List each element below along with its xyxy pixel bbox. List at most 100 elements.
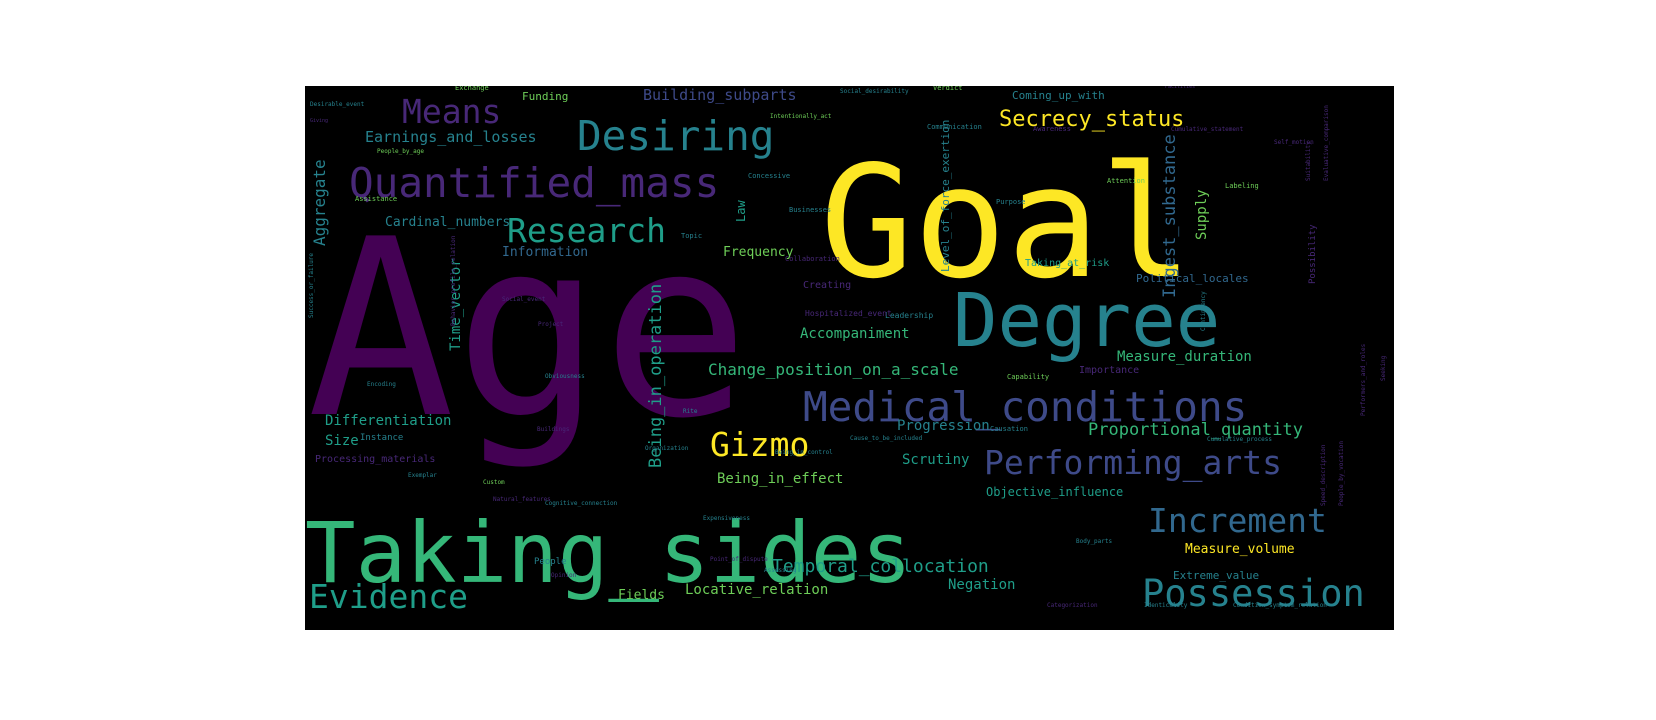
- word-desiring: Desiring: [577, 112, 774, 160]
- word-means: Means: [402, 92, 501, 131]
- word-people-by-vocation: People_by_vocation: [1338, 441, 1345, 506]
- word-rite: Rite: [683, 408, 698, 415]
- word-temporal-collocation: Temporal_collocation: [772, 556, 989, 577]
- word-being-in-control: Being_in_control: [775, 449, 833, 456]
- word-scrutiny: Scrutiny: [902, 452, 969, 468]
- word-degree: Degree: [953, 278, 1220, 364]
- word-importance: Importance: [1079, 365, 1139, 376]
- word-intentionally-act: Intentionally_act: [770, 113, 832, 120]
- word-cognitive-connection: Cognitive_connection: [545, 500, 618, 507]
- word-people: People: [534, 557, 567, 567]
- word-ingest-substance: Ingest_substance: [1160, 134, 1180, 298]
- word-capability: Capability: [1007, 373, 1049, 381]
- word-buildings: Buildings: [537, 426, 570, 433]
- word-medical-conditions: Medical_conditions: [803, 383, 1247, 431]
- word-negation: Negation: [948, 577, 1015, 593]
- word-cardinal-numbers: Cardinal_numbers: [385, 215, 510, 230]
- word-obviousness: Obviousness: [545, 373, 585, 380]
- word-processing-materials: Processing_materials: [315, 454, 435, 465]
- word-performing-arts: Performing_arts: [984, 443, 1282, 483]
- word-cumulative-process: Cumulative_process: [1207, 436, 1272, 443]
- word-desirable-event: Desirable_event: [310, 101, 365, 108]
- word-evidence: Evidence: [309, 577, 468, 616]
- word-labeling: Labeling: [1225, 182, 1259, 190]
- word-cloud-canvas: Age Goal Taking_sides Degree Medical_conditi…: [305, 86, 1387, 616]
- word-extreme-value: Extreme_value: [1173, 569, 1259, 582]
- word-communication: Communication: [927, 123, 982, 131]
- word-assessing: Assessing: [764, 567, 797, 574]
- word-change-position-on-a-scale: Change_position_on_a_scale: [708, 360, 958, 379]
- word-social-desirability: Social_desirability: [840, 88, 909, 95]
- word-being-in-effect: Being_in_effect: [717, 471, 843, 487]
- word-concessive: Concessive: [748, 172, 790, 180]
- word-differentiation: Differentiation: [325, 413, 451, 429]
- word-performers-and-roles: Performers_and_roles: [1360, 343, 1367, 416]
- word-possession: Possession: [1142, 572, 1365, 615]
- word-organization: Organization: [645, 445, 689, 452]
- word-being-in-operation: Being_in_operation: [646, 284, 666, 468]
- word-speed-description: Speed_description: [1320, 444, 1327, 506]
- word-measure-duration: Measure_duration: [1117, 349, 1252, 365]
- word-frequency: Frequency: [723, 245, 794, 260]
- word-objective-influence: Objective_influence: [986, 485, 1123, 499]
- word-fields: Fields: [618, 588, 665, 603]
- word-level-of-force-exertion: Level_of_force_exertion: [939, 120, 952, 272]
- word-leadership: Leadership: [885, 311, 933, 320]
- word-self-motion: Self_motion: [1274, 139, 1314, 146]
- word-body-parts: Body_parts: [1076, 538, 1113, 545]
- word-custom: Custom: [483, 479, 505, 486]
- word-awareness: Awareness: [1033, 125, 1071, 133]
- word-secrecy-status: Secrecy_status: [999, 107, 1184, 132]
- word-expensiveness: Expensiveness: [703, 515, 750, 522]
- word-locative-relation: Locative_relation: [685, 582, 828, 598]
- word-research: Research: [507, 211, 666, 250]
- word-supply: Supply: [1194, 189, 1210, 240]
- word-creating: Creating: [803, 280, 851, 291]
- word-exchange: Exchange: [455, 86, 489, 92]
- word-evaluative-comparison: Evaluative_comparison: [1323, 105, 1330, 181]
- word-goal: Goal: [820, 132, 1193, 313]
- word-age: Age: [307, 187, 750, 472]
- word-increment: Increment: [1148, 501, 1327, 540]
- word-facilities: Facilities: [1165, 86, 1195, 90]
- word-contingency: Contingency: [1200, 291, 1207, 331]
- word-gizmo: Gizmo: [710, 425, 809, 464]
- word-size: Size: [325, 433, 359, 449]
- word-coming-up-with: Coming_up_with: [1012, 89, 1105, 102]
- word-collaboration: Collaboration: [785, 255, 840, 263]
- word-success-or-failure: Success_or_failure: [308, 253, 315, 318]
- word-condition-symptom-relation: Condition_symptom_relation: [1233, 602, 1327, 609]
- word-people-by-age: People_by_age: [377, 148, 424, 155]
- word-causation: Causation: [990, 425, 1028, 433]
- word-earnings-and-losses: Earnings_and_losses: [365, 128, 537, 146]
- word-exemplar: Exemplar: [408, 472, 437, 479]
- word-quantified-mass: Quantified_mass: [349, 159, 719, 207]
- word-accompaniment: Accompaniment: [800, 326, 910, 342]
- word-cumulative-statement: Cumulative_statement: [1171, 126, 1244, 133]
- word-encoding: Encoding: [367, 381, 396, 388]
- word-topic: Topic: [681, 232, 702, 240]
- word-measure-volume: Measure_volume: [1185, 542, 1295, 557]
- word-cause-to-be-included: Cause_to_be_included: [850, 435, 923, 442]
- word-natural-features: Natural_features: [493, 496, 551, 503]
- word-hospitalized-event: Hospitalized_event: [805, 309, 892, 318]
- word-opinion: Opinion: [551, 572, 577, 579]
- word-categorization: Categorization: [1047, 602, 1098, 609]
- word-political-locales: Political_locales: [1136, 272, 1249, 285]
- word-aggregate: Aggregate: [310, 159, 329, 246]
- word-taking-sides: Taking_sides: [305, 504, 912, 602]
- word-cloud: Age Goal Taking_sides Degree Medical_conditi…: [305, 86, 1394, 630]
- word-seeking: Seeking: [1380, 355, 1387, 381]
- word-instance: Instance: [360, 433, 403, 443]
- word-social-event: Social_event: [502, 296, 546, 303]
- word-information: Information: [502, 245, 588, 260]
- word-law: Law: [734, 200, 748, 222]
- word-taking-at-risk: Taking_at_risk: [1025, 258, 1109, 269]
- word-progression: Progression: [897, 418, 990, 434]
- word-project: Project: [538, 321, 564, 328]
- word-businesses: Businesses: [789, 206, 831, 214]
- word-assistance: Assistance: [355, 195, 397, 203]
- word-identicality: Identicality: [1144, 602, 1188, 609]
- word-verdict: Verdict: [933, 86, 963, 92]
- word-funding: Funding: [522, 90, 568, 103]
